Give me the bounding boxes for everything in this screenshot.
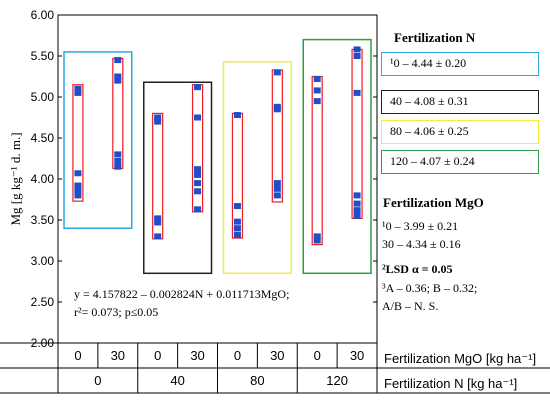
data-point xyxy=(273,69,281,76)
x-tick-label-mgo: 0 xyxy=(234,348,241,363)
x-tick-label-n: 40 xyxy=(170,373,184,388)
data-point xyxy=(74,182,82,189)
group-frame-n40 xyxy=(143,81,213,275)
data-point xyxy=(194,114,202,121)
legend-entry-n-0: ¹0 – 4.44 ± 0.20 xyxy=(381,52,539,76)
x-tick-label-mgo: 0 xyxy=(74,348,81,363)
lsd-line-2: A/B – N. S. xyxy=(382,299,439,313)
data-point xyxy=(114,57,122,64)
data-point xyxy=(313,233,321,240)
y-tick-label: 4.00 xyxy=(31,172,55,186)
data-point xyxy=(194,171,202,178)
data-point xyxy=(194,188,202,195)
data-point xyxy=(353,212,361,219)
data-point xyxy=(194,206,202,213)
x-tick-label-mgo: 30 xyxy=(190,348,204,363)
group-frame-n120 xyxy=(302,38,372,275)
y-tick-label: 5.00 xyxy=(31,90,55,104)
data-point xyxy=(353,192,361,199)
y-tick-label: 3.50 xyxy=(31,213,55,227)
y-tick-label: 6.00 xyxy=(31,8,55,22)
data-point xyxy=(154,118,162,125)
data-point xyxy=(233,218,241,225)
x-row-label-mgo: Fertilization MgO [kg ha⁻¹] xyxy=(384,351,537,366)
group-frame-n80 xyxy=(222,60,292,275)
data-point xyxy=(74,89,82,96)
data-point xyxy=(154,114,162,121)
lsd-title: ²LSD α = 0.05 xyxy=(382,262,453,276)
data-point xyxy=(194,166,202,173)
legend-mgo-30: 30 – 4.34 ± 0.16 xyxy=(382,237,461,251)
x-tick-label-n: 80 xyxy=(250,373,264,388)
data-point xyxy=(74,186,82,193)
data-point xyxy=(194,180,202,187)
legend-entry-n-120: 120 – 4.07 ± 0.24 xyxy=(381,150,539,174)
data-point xyxy=(353,89,361,96)
data-point xyxy=(114,77,122,84)
data-point xyxy=(313,237,321,244)
group-frame-n0 xyxy=(63,51,133,229)
regression-equation: y = 4.157822 – 0.002824N + 0.011713MgO; xyxy=(74,287,290,301)
y-tick-label: 2.50 xyxy=(31,295,55,309)
data-point xyxy=(273,185,281,192)
data-point xyxy=(273,180,281,187)
data-point xyxy=(273,106,281,113)
x-tick-label-n: 0 xyxy=(94,373,101,388)
x-tick-label-mgo: 0 xyxy=(154,348,161,363)
regression-stats: r²= 0.073; p≤0.05 xyxy=(74,305,159,319)
data-point xyxy=(74,192,82,199)
data-point xyxy=(74,170,82,177)
data-point xyxy=(273,192,281,199)
legend-entry-n-80: 80 – 4.06 ± 0.25 xyxy=(381,120,539,144)
data-point xyxy=(353,53,361,59)
data-point xyxy=(114,151,122,158)
data-point xyxy=(233,231,241,238)
data-point xyxy=(114,163,122,170)
y-tick-label: 4.50 xyxy=(31,131,55,145)
data-point xyxy=(353,46,361,53)
data-point xyxy=(233,112,241,119)
data-point xyxy=(194,84,202,91)
box-n0-mgo0 xyxy=(72,84,84,202)
data-point xyxy=(114,73,122,80)
x-tick-label-mgo: 0 xyxy=(314,348,321,363)
legend-entry-n-40: 40 – 4.08 ± 0.31 xyxy=(381,90,539,114)
data-point xyxy=(313,75,321,82)
legend-mgo-0: ¹0 – 3.99 ± 0.21 xyxy=(382,219,459,233)
data-point xyxy=(74,85,82,92)
y-tick-label: 5.50 xyxy=(31,49,55,63)
data-point xyxy=(154,219,162,226)
x-row-label-n: Fertilization N [kg ha⁻¹] xyxy=(384,376,518,391)
y-tick-label: 3.00 xyxy=(31,254,55,268)
x-tick-label-mgo: 30 xyxy=(111,348,125,363)
data-point xyxy=(353,207,361,214)
x-tick-label-mgo: 30 xyxy=(270,348,284,363)
data-point xyxy=(154,215,162,222)
data-point xyxy=(313,87,321,94)
data-point xyxy=(313,98,321,105)
data-point xyxy=(154,233,162,240)
data-point xyxy=(233,225,241,232)
y-axis-label: Mg [g kg⁻¹ d. m.] xyxy=(8,132,23,225)
legend-title-n: Fertilization N xyxy=(394,30,476,45)
lsd-line-1: ³A – 0.36; B – 0.32; xyxy=(382,281,478,295)
data-point xyxy=(114,157,122,164)
data-point xyxy=(353,200,361,207)
legend-title-mgo: Fertilization MgO xyxy=(383,195,484,210)
data-point xyxy=(233,203,241,210)
x-tick-label-mgo: 30 xyxy=(350,348,364,363)
x-tick-label-n: 120 xyxy=(326,373,348,388)
